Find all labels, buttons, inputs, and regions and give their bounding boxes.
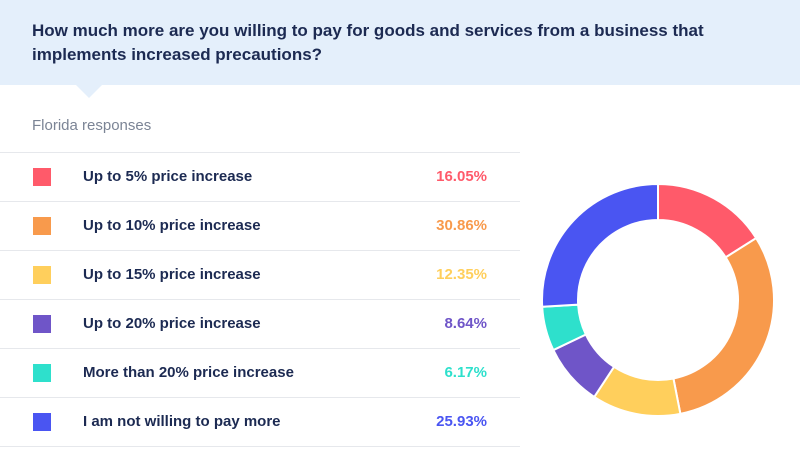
legend-swatch [33, 413, 51, 431]
legend-swatch [33, 315, 51, 333]
legend-value: 16.05% [436, 168, 487, 185]
legend-swatch [33, 266, 51, 284]
question-header: How much more are you willing to pay for… [0, 0, 800, 85]
legend-value: 30.86% [436, 217, 487, 234]
legend-label: More than 20% price increase [83, 364, 294, 381]
donut-slice [672, 236, 775, 415]
header-pointer [76, 85, 102, 98]
legend-swatch [33, 168, 51, 186]
legend-row: More than 20% price increase 6.17% [0, 349, 520, 398]
legend-label: I am not willing to pay more [83, 413, 281, 430]
legend-value: 12.35% [436, 266, 487, 283]
chart-legend: Up to 5% price increase 16.05% Up to 10% p… [0, 152, 520, 447]
legend-label: Up to 15% price increase [83, 266, 261, 283]
legend-value: 8.64% [444, 315, 487, 332]
legend-row: Up to 20% price increase 8.64% [0, 300, 520, 349]
legend-row: Up to 5% price increase 16.05% [0, 153, 520, 202]
question-title: How much more are you willing to pay for… [32, 21, 704, 64]
chart-subtitle: Florida responses [32, 117, 152, 134]
legend-row: I am not willing to pay more 25.93% [0, 398, 520, 447]
legend-label: Up to 5% price increase [83, 168, 253, 185]
legend-swatch [33, 364, 51, 382]
legend-row: Up to 10% price increase 30.86% [0, 202, 520, 251]
legend-label: Up to 10% price increase [83, 217, 261, 234]
legend-swatch [33, 217, 51, 235]
legend-row: Up to 15% price increase 12.35% [0, 251, 520, 300]
donut-slice [541, 182, 659, 308]
donut-chart [541, 182, 775, 417]
legend-value: 6.17% [444, 364, 487, 381]
legend-label: Up to 20% price increase [83, 315, 261, 332]
legend-value: 25.93% [436, 413, 487, 430]
